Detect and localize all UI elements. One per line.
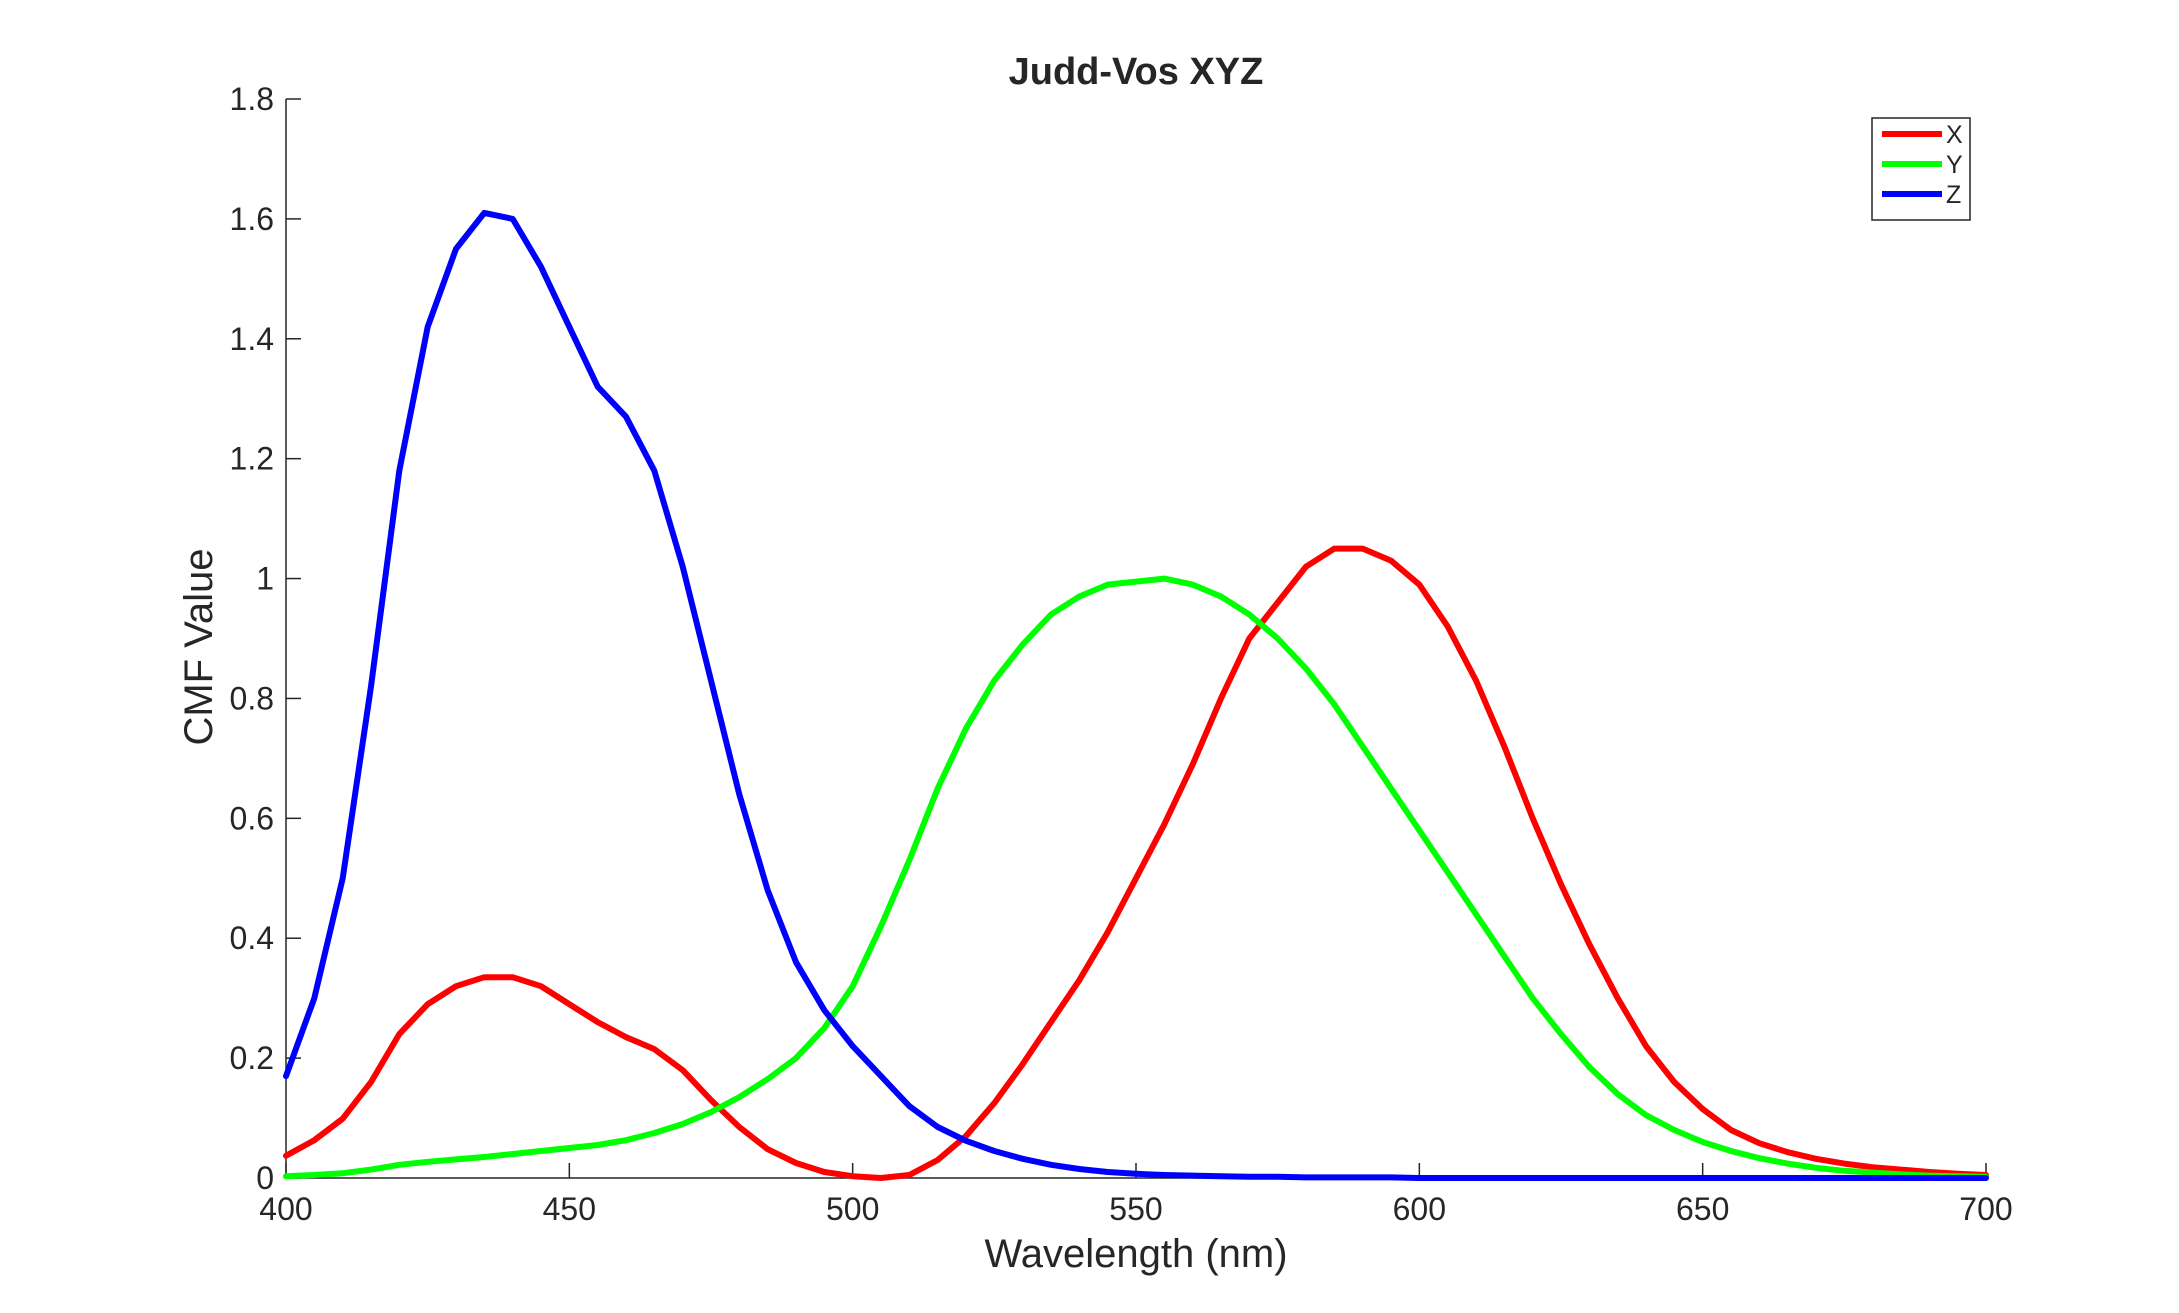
series-line-y (283, 575, 1989, 1180)
x-tick-label: 600 (1393, 1191, 1446, 1227)
legend: XYZ (1871, 117, 1971, 221)
axes: 400 450 500 550 600 650 700 0 0.2 0.4 0.6 0.8 1 1.2 1.… (230, 81, 2013, 1227)
y-tick-label: 0 (256, 1160, 274, 1196)
y-tick-label: 1.2 (230, 441, 274, 477)
x-tick-label: 550 (1109, 1191, 1162, 1227)
series-lines (283, 209, 1989, 1181)
y-tick-label: 1 (256, 561, 274, 597)
x-tick-label: 400 (259, 1191, 312, 1227)
x-tick-label: 500 (826, 1191, 879, 1227)
y-tick-label: 1.8 (230, 81, 274, 117)
chart-title: Judd-Vos XYZ (1009, 51, 1264, 93)
y-tick-label: 0.6 (230, 800, 274, 836)
x-tick-label: 700 (1959, 1191, 2012, 1227)
series-line-z (283, 209, 1989, 1181)
y-tick-label: 1.4 (230, 321, 274, 357)
y-tick-label: 0.2 (230, 1040, 274, 1076)
y-tick-label: 0.4 (230, 920, 274, 956)
x-tick-label: 650 (1676, 1191, 1729, 1227)
series-line-x (283, 545, 1989, 1181)
y-tick-label: 1.6 (230, 201, 274, 237)
y-axis-title: CMF Value (177, 548, 221, 745)
legend-label-y: Y (1946, 151, 1963, 179)
legend-label-z: Z (1946, 181, 1961, 209)
x-tick-label: 450 (543, 1191, 596, 1227)
legend-label-x: X (1946, 121, 1963, 149)
x-axis-title: Wavelength (nm) (984, 1232, 1287, 1276)
y-tick-label: 0.8 (230, 680, 274, 716)
